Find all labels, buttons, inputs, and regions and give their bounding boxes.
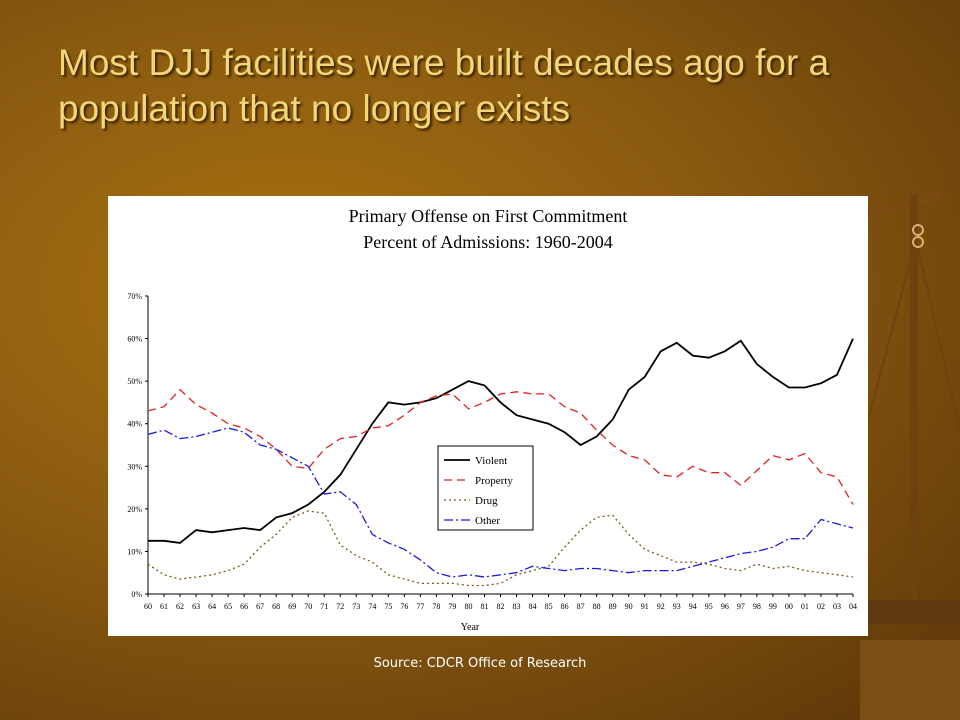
x-tick-label: 88: [593, 602, 601, 611]
x-tick-label: 99: [769, 602, 777, 611]
legend-label-other: Other: [475, 515, 500, 527]
legend-label-drug: Drug: [475, 495, 498, 507]
x-tick-label: 03: [833, 602, 841, 611]
x-tick-label: 79: [448, 602, 456, 611]
x-tick-label: 66: [240, 602, 248, 611]
chart-subtitle: Percent of Admissions: 1960-2004: [363, 232, 613, 252]
x-tick-label: 77: [416, 602, 424, 611]
x-tick-label: 95: [705, 602, 713, 611]
x-tick-label: 86: [561, 602, 569, 611]
x-tick-label: 87: [577, 602, 585, 611]
y-tick-label: 60%: [127, 335, 142, 344]
series-line-property: [147, 388, 854, 505]
legend: Violent Property Drug Other: [437, 445, 534, 531]
x-axis-label: Year: [461, 622, 480, 633]
series-line-drug: [147, 510, 854, 587]
x-tick-label: 85: [545, 602, 553, 611]
source-note: Source: CDCR Office of Research: [373, 656, 587, 671]
x-tick-label: 76: [400, 602, 408, 611]
x-tick-label: 62: [176, 602, 184, 611]
x-tick-label: 72: [336, 602, 344, 611]
y-tick-label: 20%: [127, 505, 142, 514]
x-tick-label: 04: [849, 602, 857, 611]
x-tick-label: 78: [432, 602, 440, 611]
x-tick-label: 65: [224, 602, 232, 611]
x-tick-label: 63: [192, 602, 200, 611]
x-tick-label: 93: [673, 602, 681, 611]
x-tick-label: 73: [352, 602, 360, 611]
x-tick-label: 96: [721, 602, 729, 611]
line-chart: Primary Offense on First Commitment Perc…: [127, 206, 857, 633]
series-lines: [147, 338, 854, 587]
x-tick-label: 67: [256, 602, 264, 611]
x-tick-label: 91: [641, 602, 649, 611]
legend-label-property: Property: [475, 475, 513, 487]
x-tick-label: 81: [480, 602, 488, 611]
balance-scale-decoration: [859, 190, 960, 720]
x-tick-label: 84: [529, 602, 537, 611]
x-tick-label: 89: [609, 602, 617, 611]
x-tick-label: 70: [304, 602, 312, 611]
slide-title: Most DJJ facilities were built decades a…: [58, 42, 830, 129]
x-tick-label: 61: [160, 602, 168, 611]
y-tick-label: 40%: [127, 420, 142, 429]
y-tick-label: 10%: [127, 547, 142, 556]
x-tick-label: 90: [625, 602, 633, 611]
y-tick-label: 50%: [127, 377, 142, 386]
x-tick-label: 68: [272, 602, 280, 611]
series-line-violent: [148, 338, 854, 544]
axes: 0% 10% 20% 30% 40% 50% 60% 70% 60 61 62 63 64 65 66 67 6…: [127, 292, 857, 611]
x-tick-label: 94: [689, 602, 697, 611]
x-tick-label: 02: [817, 602, 825, 611]
x-tick-label: 98: [753, 602, 761, 611]
chart-panel: Primary Offense on First Commitment Perc…: [108, 196, 868, 636]
x-tick-label: 60: [144, 602, 152, 611]
x-tick-label: 00: [785, 602, 793, 611]
x-tick-label: 74: [368, 602, 376, 611]
y-tick-label: 0%: [131, 590, 142, 599]
x-tick-label: 01: [801, 602, 809, 611]
x-tick-label: 97: [737, 602, 745, 611]
x-tick-label: 82: [497, 602, 505, 611]
y-tick-label: 70%: [127, 292, 142, 301]
y-tick-label: 30%: [127, 462, 142, 471]
x-tick-label: 71: [320, 602, 328, 611]
x-tick-label: 64: [208, 602, 216, 611]
x-tick-label: 75: [384, 602, 392, 611]
series-line-other: [147, 427, 854, 578]
x-tick-label: 69: [288, 602, 296, 611]
legend-label-violent: Violent: [475, 455, 507, 467]
chart-title: Primary Offense on First Commitment: [349, 206, 628, 226]
x-tick-label: 83: [513, 602, 521, 611]
x-tick-label: 80: [464, 602, 472, 611]
x-tick-label: 92: [657, 602, 665, 611]
